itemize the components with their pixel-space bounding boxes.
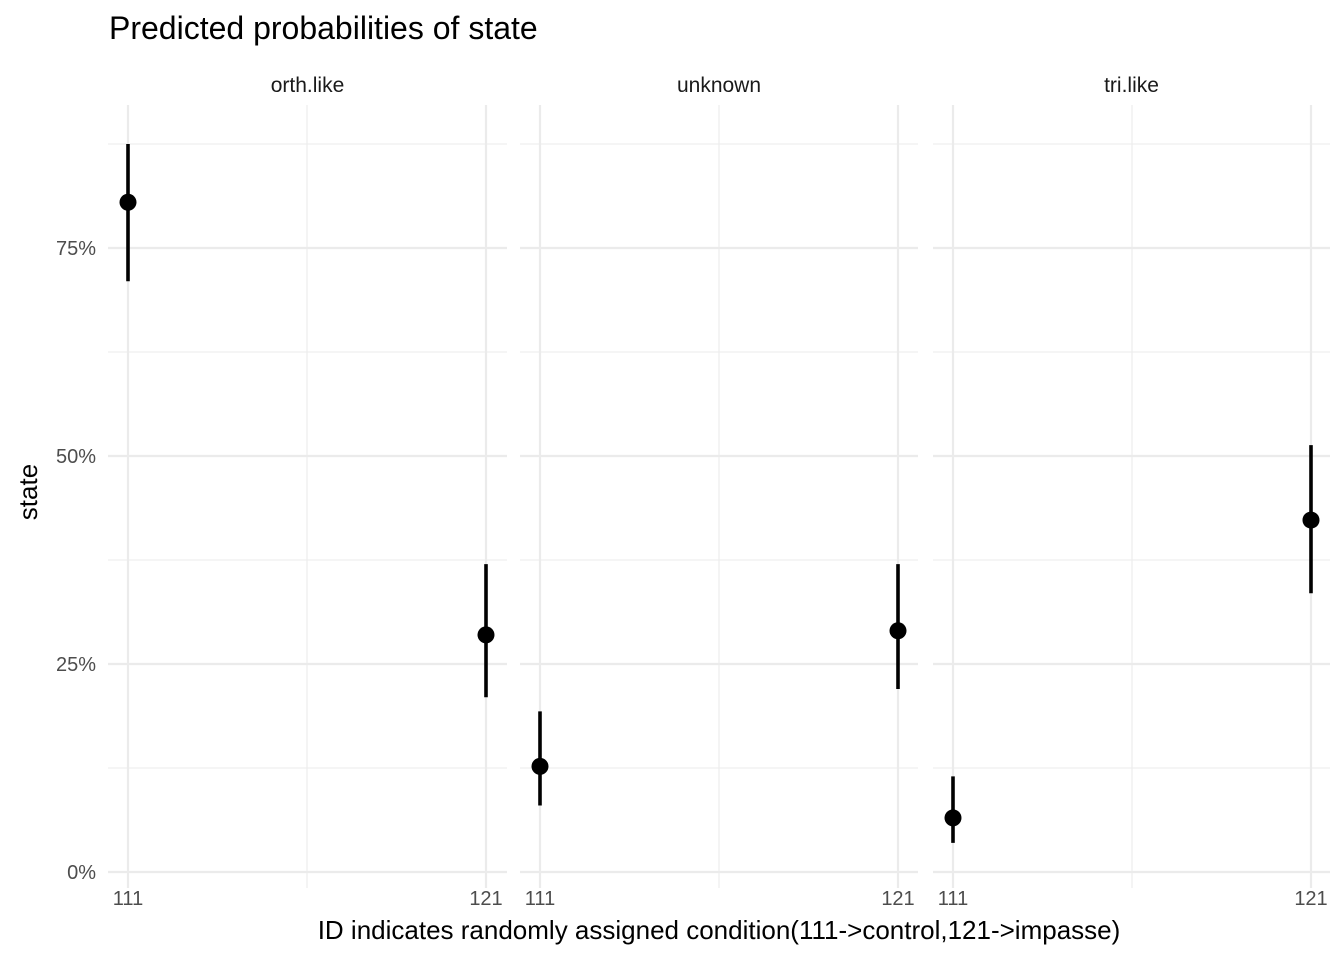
data-point [1302, 511, 1320, 529]
panel-tri-like: tri.like 111 121 [933, 74, 1330, 910]
panel-orth-like: orth.like 111 121 [108, 74, 507, 910]
data-point [944, 809, 962, 827]
x-tick-label: 121 [881, 888, 914, 910]
panel-strip-label: tri.like [1104, 74, 1159, 97]
y-tick-label: 75% [56, 238, 96, 260]
data-point [889, 622, 907, 640]
x-tick-label: 121 [1294, 888, 1327, 910]
x-tick-label: 111 [113, 888, 143, 910]
x-axis-title: ID indicates randomly assigned condition… [318, 915, 1121, 945]
panel-strip-label: unknown [677, 74, 761, 97]
chart-title: Predicted probabilities of state [109, 10, 538, 46]
data-point [531, 757, 549, 775]
y-tick-label: 50% [56, 446, 96, 468]
data-point [477, 626, 495, 644]
x-tick-label: 121 [469, 888, 502, 910]
panel-unknown: unknown 111 121 [520, 74, 918, 910]
panels: orth.like 111 121 unknown 111 121 tri.like 111 1… [108, 74, 1330, 910]
y-tick-label: 25% [56, 654, 96, 676]
y-axis-ticks: 0% 25% 50% 75% [56, 238, 96, 884]
y-tick-label: 0% [67, 862, 96, 884]
x-tick-label: 111 [938, 888, 968, 910]
data-point [119, 193, 137, 211]
panel-strip-label: orth.like [271, 74, 345, 97]
y-axis-title: state [13, 464, 43, 520]
x-tick-label: 111 [525, 888, 555, 910]
